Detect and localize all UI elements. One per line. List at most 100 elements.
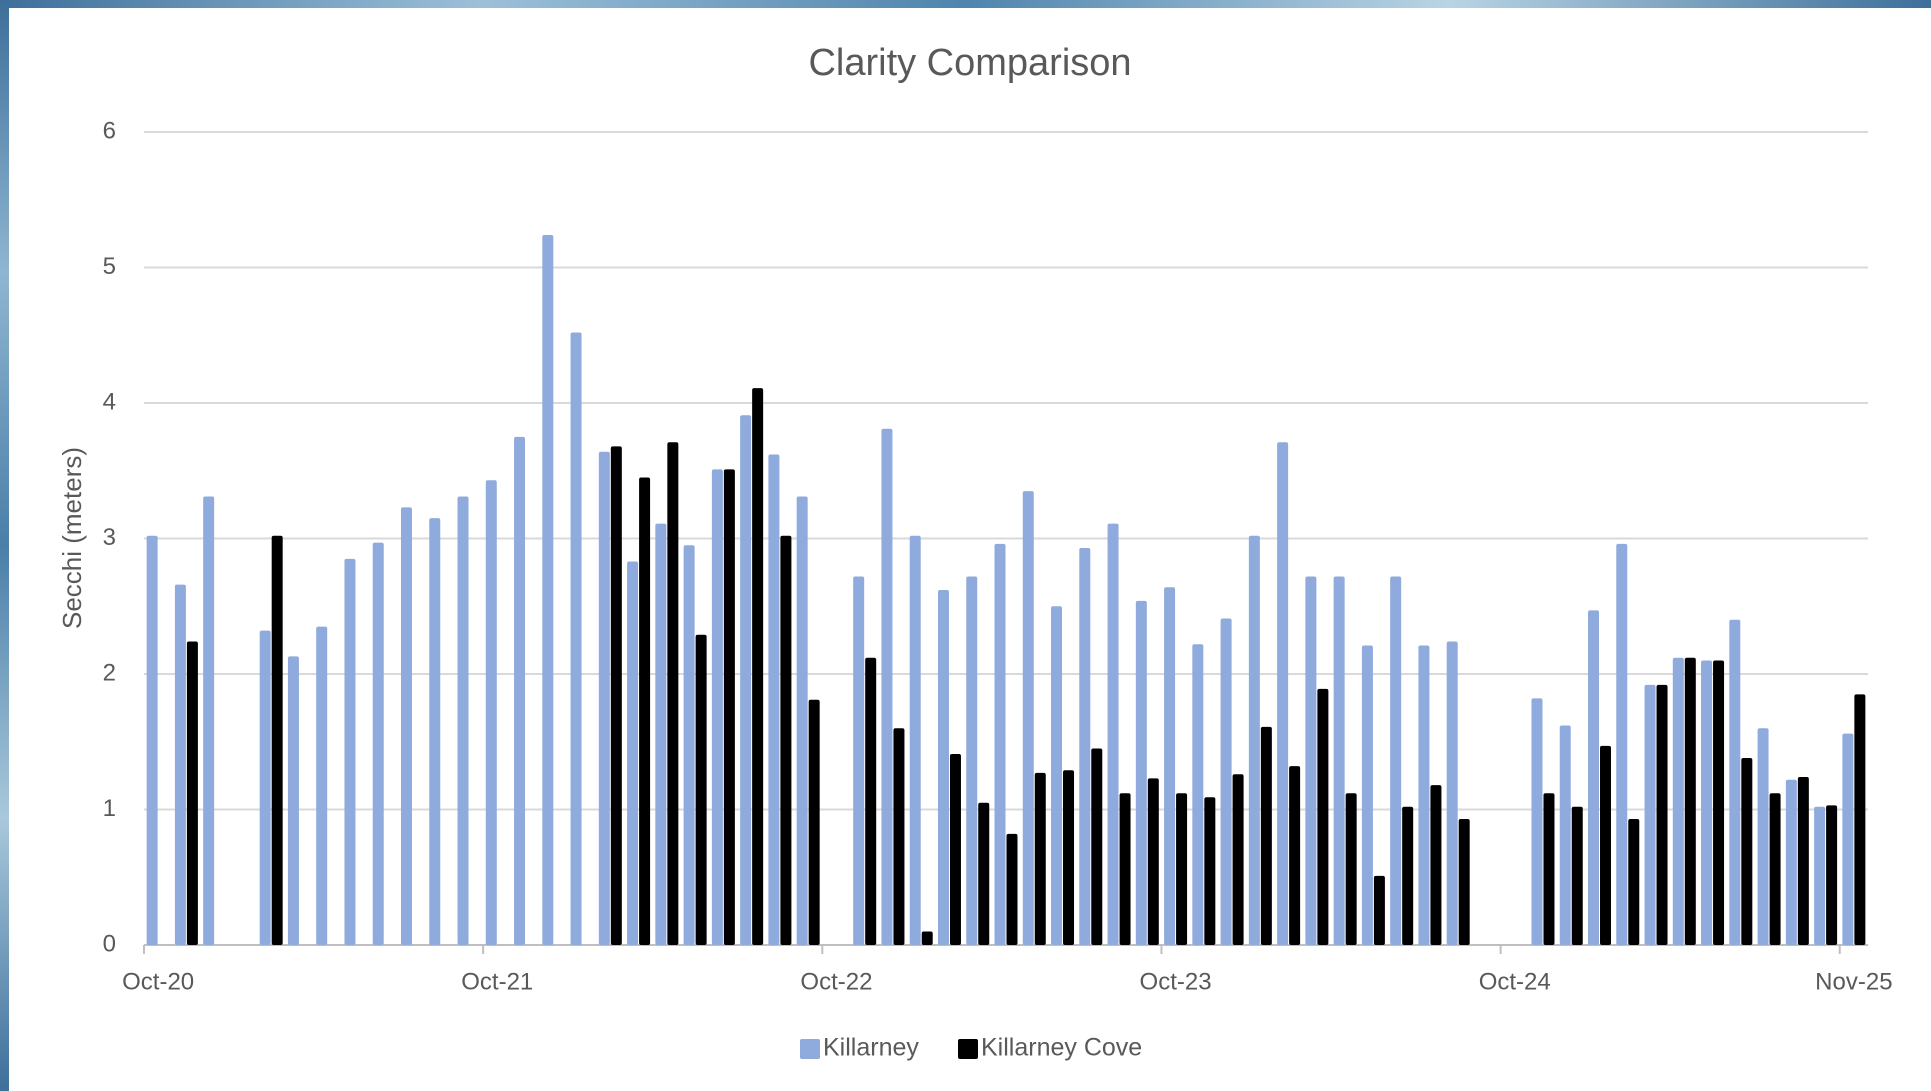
x-tick-label: Nov-25 — [1815, 968, 1892, 995]
bar — [1362, 646, 1373, 945]
bar — [1204, 797, 1215, 945]
bar — [203, 496, 214, 945]
bar — [1543, 793, 1554, 945]
x-tick-label: Oct-20 — [122, 968, 194, 995]
bar — [1249, 536, 1260, 945]
bar — [486, 480, 497, 945]
bar — [288, 656, 299, 945]
bar — [401, 507, 412, 945]
bar — [1741, 758, 1752, 945]
bar — [272, 536, 283, 945]
bar — [571, 333, 582, 945]
legend-swatch — [800, 1039, 820, 1059]
bar — [712, 469, 723, 945]
bar — [938, 590, 949, 945]
bar — [1560, 725, 1571, 945]
bar — [1148, 778, 1159, 945]
bar — [1108, 524, 1119, 945]
x-tick-label: Oct-22 — [800, 968, 872, 995]
bar — [1758, 728, 1769, 945]
bar — [740, 415, 751, 945]
bar — [1770, 793, 1781, 945]
bar — [1531, 698, 1542, 945]
bar — [1374, 876, 1385, 945]
bar — [1673, 658, 1684, 945]
bar — [147, 536, 158, 945]
bar — [853, 576, 864, 945]
bar — [724, 469, 735, 945]
bar — [655, 524, 666, 945]
bar — [1459, 819, 1470, 945]
bar — [344, 559, 355, 945]
bar — [429, 518, 440, 945]
bar — [611, 446, 622, 945]
bar — [1289, 766, 1300, 945]
bar — [1023, 491, 1034, 945]
bar — [797, 496, 808, 945]
bar — [1317, 689, 1328, 945]
bar — [1447, 641, 1458, 945]
bar — [187, 641, 198, 945]
page: Clarity Comparison Secchi (meters) 01234… — [0, 0, 1931, 1091]
bar — [1261, 727, 1272, 945]
bar — [316, 627, 327, 945]
y-tick-label: 6 — [103, 117, 116, 144]
bar — [1814, 807, 1825, 945]
y-tick-label: 5 — [103, 253, 116, 280]
bar — [542, 235, 553, 945]
bar — [881, 429, 892, 945]
legend-label: Killarney — [823, 1034, 919, 1062]
bar — [1305, 576, 1316, 945]
bar — [1334, 576, 1345, 945]
bar — [667, 442, 678, 945]
bar — [910, 536, 921, 945]
y-tick-label: 3 — [103, 524, 116, 551]
bar — [1854, 694, 1865, 945]
bar — [1402, 807, 1413, 945]
bar — [1120, 793, 1131, 945]
bar — [780, 536, 791, 945]
bar — [1079, 548, 1090, 945]
bar — [627, 562, 638, 945]
y-tick-label: 0 — [103, 930, 116, 957]
y-tick-label: 1 — [103, 795, 116, 822]
y-tick-label: 2 — [103, 659, 116, 686]
bar — [175, 585, 186, 945]
bar — [1136, 601, 1147, 945]
bar — [893, 728, 904, 945]
bar — [1616, 544, 1627, 945]
bar — [1277, 442, 1288, 945]
bar — [1063, 770, 1074, 945]
bar — [1233, 774, 1244, 945]
bar — [1430, 785, 1441, 945]
bar — [950, 754, 961, 945]
bar — [966, 576, 977, 945]
bar — [1685, 658, 1696, 945]
bar — [458, 496, 469, 945]
bar — [809, 700, 820, 945]
bar — [1645, 685, 1656, 945]
bar — [1346, 793, 1357, 945]
bar — [639, 478, 650, 945]
bar — [1628, 819, 1639, 945]
bar — [1007, 834, 1018, 945]
bar — [1798, 777, 1809, 945]
bar — [922, 931, 933, 945]
bar — [1600, 746, 1611, 945]
y-tick-label: 4 — [103, 388, 116, 415]
bar — [260, 631, 271, 945]
bar — [1176, 793, 1187, 945]
bar — [1192, 644, 1203, 945]
bar — [1729, 620, 1740, 945]
bar — [1786, 780, 1797, 945]
bar — [599, 452, 610, 945]
chart: Clarity Comparison Secchi (meters) 01234… — [0, 0, 1931, 1091]
legend-label: Killarney Cove — [981, 1034, 1142, 1062]
bar — [514, 437, 525, 945]
bar — [1390, 576, 1401, 945]
bar — [1826, 805, 1837, 945]
y-axis-label: Secchi (meters) — [57, 447, 87, 629]
bar — [1418, 646, 1429, 945]
bar — [696, 635, 707, 945]
bar — [768, 454, 779, 945]
